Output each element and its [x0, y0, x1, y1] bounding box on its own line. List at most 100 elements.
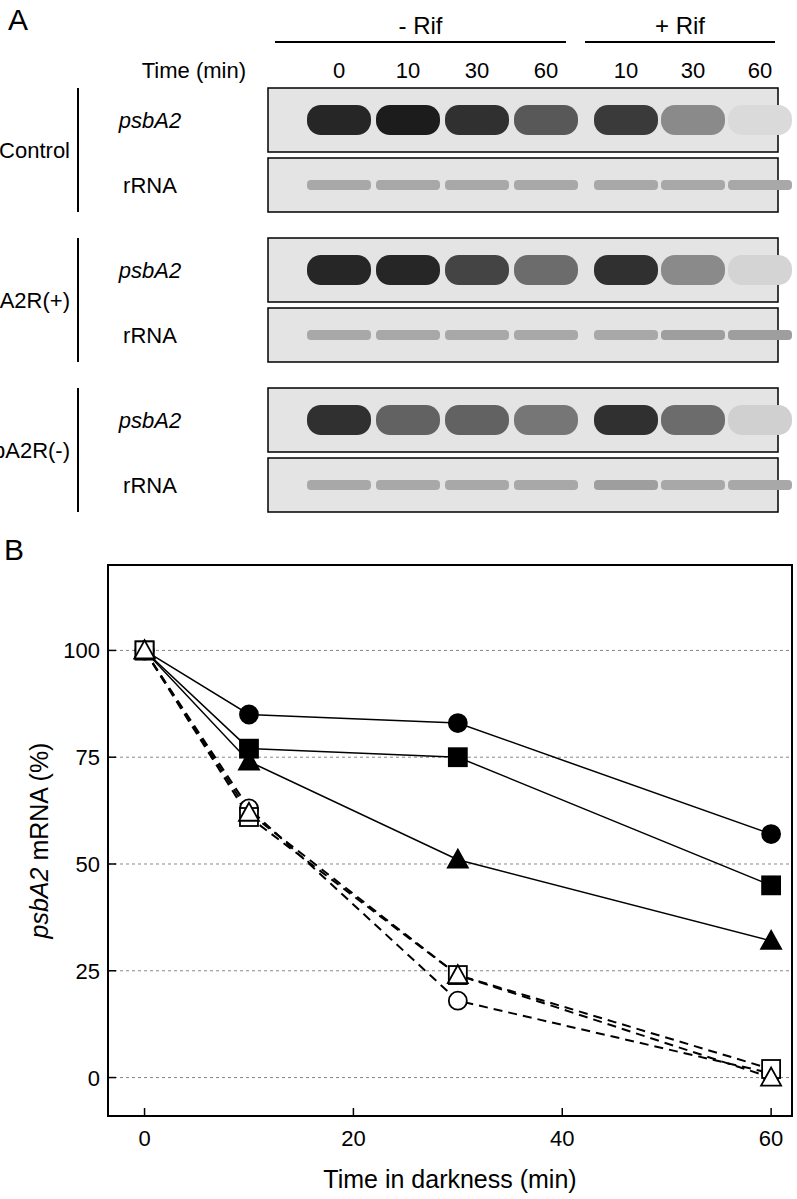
band: [661, 330, 725, 340]
group-bracket: [77, 388, 79, 512]
grid-line: [108, 1077, 792, 1078]
marker: [448, 965, 468, 983]
x-tick: [770, 1108, 772, 1116]
marker: [135, 640, 155, 658]
y-tick-label: 50: [76, 852, 100, 877]
band: [376, 480, 440, 490]
panel-label: A: [8, 3, 28, 36]
band: [661, 105, 725, 135]
band: [445, 255, 509, 285]
band: [661, 255, 725, 285]
figure: A- Rif0103060+ Rif103060Time (min)Contro…: [0, 0, 797, 1199]
marker: [239, 803, 259, 821]
row-label: psbA2: [118, 258, 181, 283]
y-tick: [108, 756, 116, 758]
band: [661, 480, 725, 490]
x-tick: [353, 1108, 355, 1116]
series-line: [145, 650, 772, 885]
y-axis-label-part: (%): [25, 743, 53, 789]
y-tick: [108, 863, 116, 865]
time-label: 10: [614, 58, 638, 83]
time-label: 10: [396, 58, 420, 83]
marker: [762, 876, 780, 894]
band: [728, 480, 792, 490]
band: [307, 330, 371, 340]
band: [728, 180, 792, 190]
band: [594, 480, 658, 490]
treatment-bar: [275, 41, 566, 43]
row-label: rRNA: [123, 473, 177, 498]
panel-label: B: [4, 533, 24, 566]
marker: [449, 748, 467, 766]
band: [514, 330, 578, 340]
marker: [135, 640, 155, 658]
band: [514, 405, 578, 435]
series-line: [145, 650, 772, 834]
y-tick: [108, 1077, 116, 1079]
band: [445, 105, 509, 135]
band: [594, 180, 658, 190]
blot-box: [268, 238, 778, 302]
plot-area: [135, 640, 782, 1085]
x-tick-label: 0: [138, 1126, 150, 1151]
time-label: 0: [333, 58, 345, 83]
band: [307, 255, 371, 285]
row-label: rRNA: [123, 173, 177, 198]
x-tick: [144, 1108, 146, 1116]
marker: [136, 641, 154, 659]
series-line: [145, 650, 772, 1077]
group-label: PsbA2R(+): [0, 288, 70, 313]
group-label: PsbA2R(-): [0, 438, 70, 463]
x-tick: [562, 1108, 564, 1116]
band: [594, 105, 658, 135]
row-label: rRNA: [123, 323, 177, 348]
band: [728, 330, 792, 340]
band: [376, 180, 440, 190]
time-header: Time (min): [142, 58, 246, 83]
marker: [762, 825, 780, 843]
y-tick: [108, 650, 116, 652]
blot-box: [268, 158, 778, 212]
time-label: 60: [748, 58, 772, 83]
group-bracket: [77, 88, 79, 212]
blot-box: [268, 388, 778, 452]
group-label: Control: [0, 138, 70, 163]
y-axis-label: psbA2 mRNA (%): [25, 743, 53, 940]
x-tick-label: 40: [550, 1126, 574, 1151]
band: [594, 405, 658, 435]
x-tick-label: 60: [759, 1126, 783, 1151]
band: [594, 330, 658, 340]
marker: [449, 992, 467, 1010]
marker: [449, 966, 467, 984]
time-label: 60: [534, 58, 558, 83]
marker: [761, 1068, 781, 1086]
y-tick-label: 25: [76, 959, 100, 984]
band: [661, 180, 725, 190]
marker: [136, 641, 154, 659]
band: [445, 480, 509, 490]
band: [445, 330, 509, 340]
plot-frame: [108, 565, 792, 1116]
marker: [239, 751, 259, 769]
marker: [448, 850, 468, 868]
band: [376, 330, 440, 340]
marker: [136, 641, 154, 659]
marker: [449, 714, 467, 732]
band: [594, 255, 658, 285]
band: [445, 180, 509, 190]
treatment-bar: [585, 41, 775, 43]
band: [307, 480, 371, 490]
treatment-label: + Rif: [655, 12, 705, 39]
plot-bg: [108, 565, 792, 1116]
x-axis-label: Time in darkness (min): [323, 1165, 576, 1193]
grid-line: [108, 650, 792, 651]
y-axis-label-part: psbA2: [25, 867, 53, 939]
time-label: 30: [681, 58, 705, 83]
band: [728, 405, 792, 435]
group-bracket: [77, 238, 79, 362]
band: [307, 405, 371, 435]
band: [376, 255, 440, 285]
y-tick: [108, 970, 116, 972]
band: [514, 480, 578, 490]
marker: [136, 641, 154, 659]
